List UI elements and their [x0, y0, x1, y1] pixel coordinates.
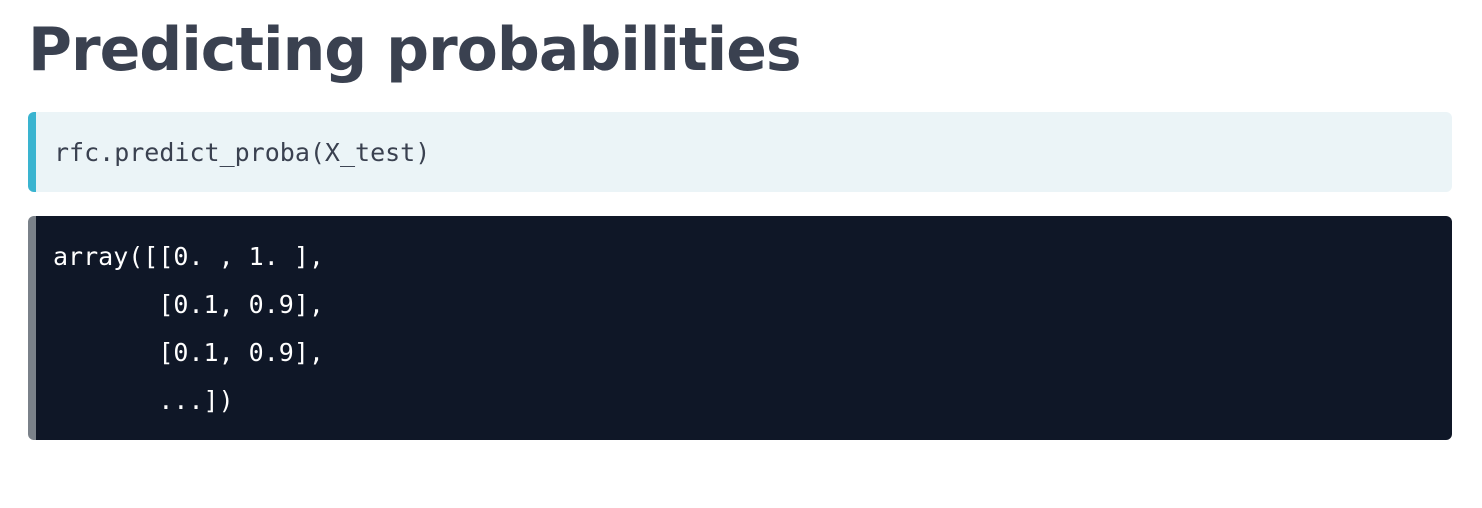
code-output-line: array([[0. , 1. ], — [53, 242, 324, 271]
code-output-block: array([[0. , 1. ], [0.1, 0.9], [0.1, 0.9… — [28, 216, 1452, 440]
code-output-line: ...]) — [53, 386, 234, 415]
code-output-line: [0.1, 0.9], — [53, 338, 324, 367]
code-input-text: rfc.predict_proba(X_test) — [54, 137, 431, 167]
page-title: Predicting probabilities — [28, 15, 802, 85]
code-output-line: [0.1, 0.9], — [53, 290, 324, 319]
code-input-block: rfc.predict_proba(X_test) — [28, 112, 1452, 192]
